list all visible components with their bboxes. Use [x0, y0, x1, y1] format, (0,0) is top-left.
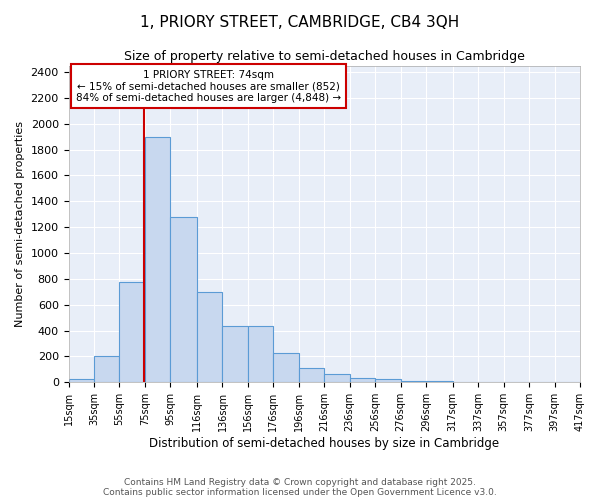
Y-axis label: Number of semi-detached properties: Number of semi-detached properties — [15, 121, 25, 327]
Text: 1 PRIORY STREET: 74sqm
← 15% of semi-detached houses are smaller (852)
84% of se: 1 PRIORY STREET: 74sqm ← 15% of semi-det… — [76, 70, 341, 103]
Bar — [375, 379, 401, 382]
Bar — [145, 136, 170, 382]
Bar — [248, 326, 274, 382]
Bar — [170, 218, 197, 382]
Bar — [299, 368, 324, 382]
Bar — [324, 374, 350, 382]
Bar — [197, 292, 223, 382]
Text: Contains HM Land Registry data © Crown copyright and database right 2025.
Contai: Contains HM Land Registry data © Crown c… — [103, 478, 497, 497]
X-axis label: Distribution of semi-detached houses by size in Cambridge: Distribution of semi-detached houses by … — [149, 437, 499, 450]
Title: Size of property relative to semi-detached houses in Cambridge: Size of property relative to semi-detach… — [124, 50, 525, 63]
Bar — [426, 381, 453, 382]
Bar — [274, 352, 299, 382]
Text: 1, PRIORY STREET, CAMBRIDGE, CB4 3QH: 1, PRIORY STREET, CAMBRIDGE, CB4 3QH — [140, 15, 460, 30]
Bar — [401, 381, 426, 382]
Bar — [223, 326, 248, 382]
Bar — [119, 282, 145, 382]
Bar — [350, 378, 375, 382]
Bar — [68, 379, 94, 382]
Bar — [94, 356, 119, 382]
